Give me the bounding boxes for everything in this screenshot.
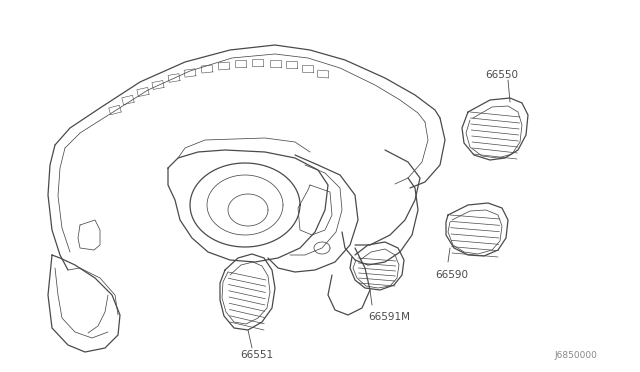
Text: 66551: 66551	[240, 350, 273, 360]
Text: 66591M: 66591M	[368, 312, 410, 322]
Text: J6850000: J6850000	[554, 351, 597, 360]
Text: 66590: 66590	[435, 270, 468, 280]
Text: 66550: 66550	[485, 70, 518, 80]
